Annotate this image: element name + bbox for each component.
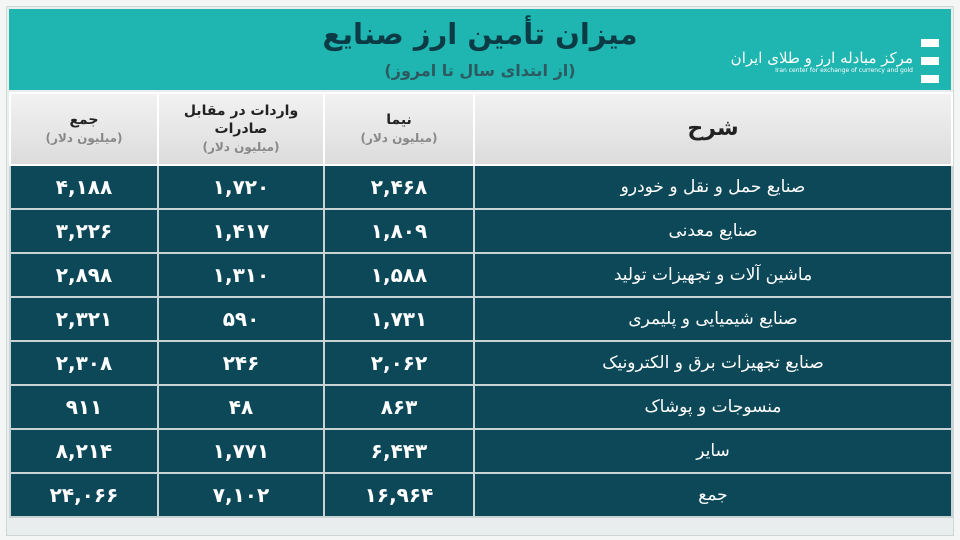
logo-icon: [921, 39, 939, 83]
cell-nima: ۲,۴۶۸: [323, 164, 475, 210]
cell-nima: ۸۶۳: [323, 384, 475, 430]
cell-description: صنایع شیمیایی و پلیمری: [473, 296, 953, 342]
cell-description: صنایع تجهیزات برق و الکترونیک: [473, 340, 953, 386]
cell-nima: ۱۶,۹۶۴: [323, 472, 475, 518]
cell-total: ۹۱۱: [9, 384, 159, 430]
cell-nima: ۱,۸۰۹: [323, 208, 475, 254]
cell-nima: ۱,۷۳۱: [323, 296, 475, 342]
cell-import: ۲۴۶: [157, 340, 325, 386]
cell-import: ۴۸: [157, 384, 325, 430]
table-row: ماشین آلات و تجهیزات تولید ۱,۵۸۸ ۱,۳۱۰ ۲,۸۹…: [9, 252, 953, 298]
table-row: صنایع معدنی ۱,۸۰۹ ۱,۴۱۷ ۳,۲۲۶: [9, 208, 953, 254]
page-title: میزان تأمین ارز صنایع: [322, 17, 638, 51]
cell-total: ۲,۸۹۸: [9, 252, 159, 298]
cell-nima: ۶,۴۴۳: [323, 428, 475, 474]
cell-import: ۵۹۰: [157, 296, 325, 342]
cell-import: ۱,۷۲۰: [157, 164, 325, 210]
cell-description: ماشین آلات و تجهیزات تولید: [473, 252, 953, 298]
data-table: شرح نیما (میلیون دلار) واردات در مقابل صا…: [9, 92, 953, 518]
cell-total: ۲,۳۲۱: [9, 296, 159, 342]
cell-import: ۱,۳۱۰: [157, 252, 325, 298]
cell-total: ۲,۳۰۸: [9, 340, 159, 386]
cell-import: ۱,۴۱۷: [157, 208, 325, 254]
logo-text-fa: مرکز مبادله ارز و طلای ایران: [730, 48, 913, 67]
logo-text-en: Iran center for exchange of currency and…: [775, 66, 913, 74]
table-header-row: شرح نیما (میلیون دلار) واردات در مقابل صا…: [9, 92, 953, 166]
cell-description: جمع: [473, 472, 953, 518]
cell-nima: ۱,۵۸۸: [323, 252, 475, 298]
table-row: منسوجات و پوشاک ۸۶۳ ۴۸ ۹۱۱: [9, 384, 953, 430]
table-row: سایر ۶,۴۴۳ ۱,۷۷۱ ۸,۲۱۴: [9, 428, 953, 474]
cell-total: ۳,۲۲۶: [9, 208, 159, 254]
table-row: جمع ۱۶,۹۶۴ ۷,۱۰۲ ۲۴,۰۶۶: [9, 472, 953, 518]
column-header-description: شرح: [473, 92, 953, 166]
cell-description: صنایع معدنی: [473, 208, 953, 254]
column-header-total: جمع (میلیون دلار): [9, 92, 159, 166]
page-subtitle: (از ابتدای سال تا امروز): [384, 61, 576, 80]
title-banner: میزان تأمین ارز صنایع (از ابتدای سال تا …: [9, 9, 951, 90]
cell-description: سایر: [473, 428, 953, 474]
cell-total: ۲۴,۰۶۶: [9, 472, 159, 518]
cell-nima: ۲,۰۶۲: [323, 340, 475, 386]
cell-total: ۸,۲۱۴: [9, 428, 159, 474]
logo: مرکز مبادله ارز و طلای ایران Iran center…: [731, 39, 939, 83]
table-row: صنایع حمل و نقل و خودرو ۲,۴۶۸ ۱,۷۲۰ ۴,۱۸۸: [9, 164, 953, 210]
cell-description: صنایع حمل و نقل و خودرو: [473, 164, 953, 210]
column-header-nima: نیما (میلیون دلار): [323, 92, 475, 166]
table-row: صنایع شیمیایی و پلیمری ۱,۷۳۱ ۵۹۰ ۲,۳۲۱: [9, 296, 953, 342]
cell-description: منسوجات و پوشاک: [473, 384, 953, 430]
table-row: صنایع تجهیزات برق و الکترونیک ۲,۰۶۲ ۲۴۶ ۲,۳…: [9, 340, 953, 386]
cell-total: ۴,۱۸۸: [9, 164, 159, 210]
column-header-import: واردات در مقابل صادرات (میلیون دلار): [157, 92, 325, 166]
cell-import: ۱,۷۷۱: [157, 428, 325, 474]
cell-import: ۷,۱۰۲: [157, 472, 325, 518]
